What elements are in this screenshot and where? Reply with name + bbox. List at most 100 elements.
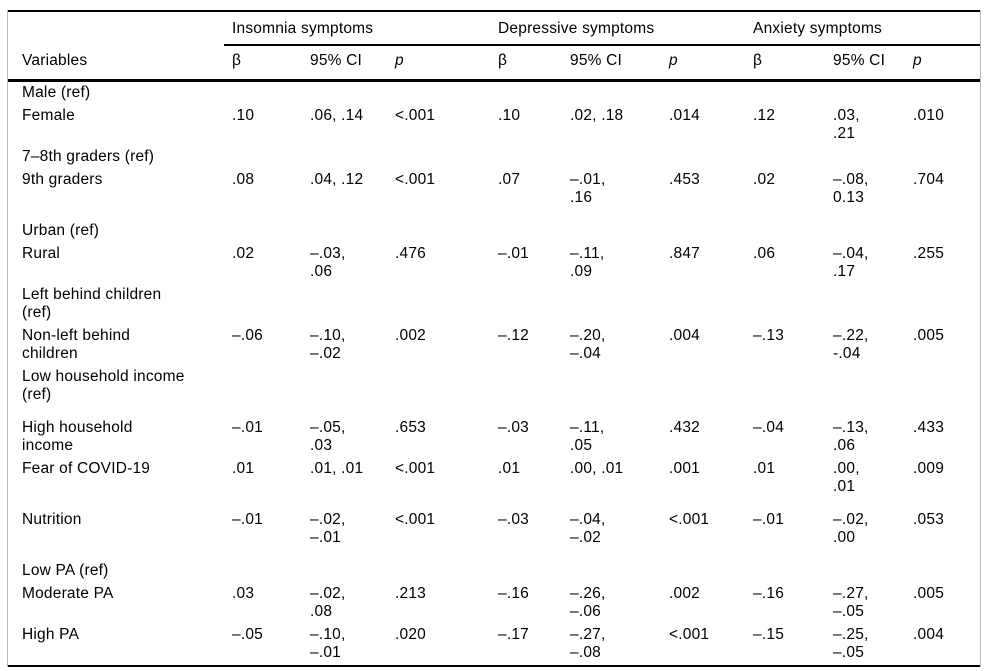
insomnia-ci-value: –.03, .06 [310,245,346,280]
anxiety-p-value: .433 [913,419,945,436]
insomnia-beta-value: .01 [232,460,255,477]
depressive-ci-value [562,146,661,169]
depressive-ci-value: –.26, –.06 [570,585,606,620]
group-header-row: Insomnia symptoms Depressive symptoms An… [8,11,981,46]
depressive-p-value: .014 [669,107,700,124]
table-row: Nutrition –.01 –.02, –.01 <.001 –.03 –.04, –.… [8,499,980,550]
depressive-ci-value: –.11, .09 [570,245,605,280]
anxiety-ci-value: .03, .21 [833,107,860,142]
depressive-p-value: .004 [669,327,700,344]
insomnia-p-value: .213 [395,585,426,602]
anxiety-beta-value: .01 [753,460,776,477]
anxiety-ci-value: –.25, –.05 [833,626,869,661]
variable-label: Left behind children (ref) [22,286,162,321]
depressive-ci-value: –.01, .16 [570,171,606,206]
table-row: Female .10 .06, .14 <.001 .10 .02, .18 .014 .12… [8,105,980,146]
table-row: High PA –.05 –.10, –.01 .020 –.17 –.27, –.08 <… [8,624,980,666]
table-row: 7–8th graders (ref) [8,146,980,169]
group-header-anxiety: Anxiety symptoms [745,11,981,46]
depressive-p-value [661,81,745,106]
depressive-ci-value: –.04, –.02 [570,511,606,546]
anxiety-p-value: .053 [913,511,945,528]
variable-label: Rural [22,245,61,262]
table-row: Urban (ref) [8,210,980,243]
insomnia-p-value [387,366,490,407]
depressive-ci-value [562,210,661,243]
variable-label: Low PA (ref) [22,562,109,579]
variable-label: Urban (ref) [22,222,100,239]
insomnia-beta-value [224,81,302,106]
variable-label: High household income [22,419,133,454]
anxiety-ci-value [825,284,905,325]
insomnia-ci-value [302,550,387,583]
insomnia-beta-header: β [224,45,302,82]
insomnia-p-value: .653 [395,419,426,436]
table-row: Left behind children (ref) [8,284,980,325]
insomnia-p-value [387,210,490,243]
group-header-insomnia: Insomnia symptoms [224,11,491,46]
anxiety-p-value: .004 [913,626,945,643]
anxiety-ci-value: –.13, .06 [833,419,869,454]
anxiety-p-value: .010 [913,107,945,124]
anxiety-ci-value: –.02, .00 [833,511,869,546]
insomnia-ci-value: –.05, .03 [310,419,346,454]
insomnia-beta-value: –.01 [232,419,263,436]
depressive-p-value [661,284,745,325]
depressive-p-value [661,550,745,583]
depressive-ci-value [562,366,661,407]
anxiety-ci-header: 95% CI [825,45,906,82]
depressive-p-value: <.001 [669,626,710,643]
anxiety-beta-value: –.01 [753,511,785,528]
variable-label: Male (ref) [22,84,91,101]
insomnia-beta-value: .02 [232,245,255,262]
depressive-ci-value: –.27, –.08 [570,626,606,661]
depressive-ci-value: –.11, .05 [570,419,605,454]
depressive-p-value [661,210,745,243]
insomnia-ci-value [302,210,387,243]
variable-label: Moderate PA [22,585,114,602]
insomnia-ci-value [302,284,387,325]
anxiety-ci-value [825,146,905,169]
variable-label: High PA [22,626,80,643]
anxiety-p-value [905,284,980,325]
insomnia-beta-value: .08 [232,171,255,188]
depressive-p-value: .001 [669,460,700,477]
depressive-beta-value: –.03 [498,419,529,436]
anxiety-beta-value: –.04 [753,419,785,436]
anxiety-p-value: .005 [913,585,945,602]
insomnia-ci-value: –.10, –.02 [310,327,346,362]
depressive-ci-value [562,284,661,325]
depressive-ci-value [562,81,661,106]
insomnia-p-value [387,550,490,583]
anxiety-ci-value: –.22, -.04 [833,327,869,362]
insomnia-p-value: <.001 [395,107,436,124]
insomnia-ci-value: .04, .12 [310,171,364,188]
anxiety-ci-value: –.04, .17 [833,245,869,280]
variable-label: Non-left behind children [22,327,131,362]
depressive-ci-value: .02, .18 [570,107,624,124]
table-row: Rural .02 –.03, .06 .476 –.01 –.11, .09 .847 .0… [8,243,980,284]
anxiety-ci-value [825,81,905,106]
variable-label: Low household income (ref) [22,368,185,403]
anxiety-ci-value: .00, .01 [833,460,860,495]
table-row: High household income –.01 –.05, .03 .653 –.… [8,407,980,458]
anxiety-beta-value [745,366,825,407]
column-header-row: Variables β 95% CI p β 95% CI p β 95% CI… [8,45,981,82]
depressive-beta-value [490,210,562,243]
insomnia-p-value: <.001 [395,171,436,188]
anxiety-ci-value [825,366,905,407]
table-row: Low household income (ref) [8,366,980,407]
results-table-frame: Insomnia symptoms Depressive symptoms An… [7,10,981,667]
depressive-beta-header: β [490,45,563,82]
anxiety-p-value [905,146,980,169]
variables-column-header: Variables [8,45,224,82]
variable-label: Female [22,107,75,124]
insomnia-beta-value [224,366,302,407]
depressive-ci-value: .00, .01 [570,460,624,477]
anxiety-beta-value [745,146,825,169]
insomnia-ci-value: –.02, .08 [310,585,346,620]
depressive-beta-value [490,81,562,106]
anxiety-p-value: .704 [913,171,945,188]
depressive-beta-value: .01 [498,460,521,477]
